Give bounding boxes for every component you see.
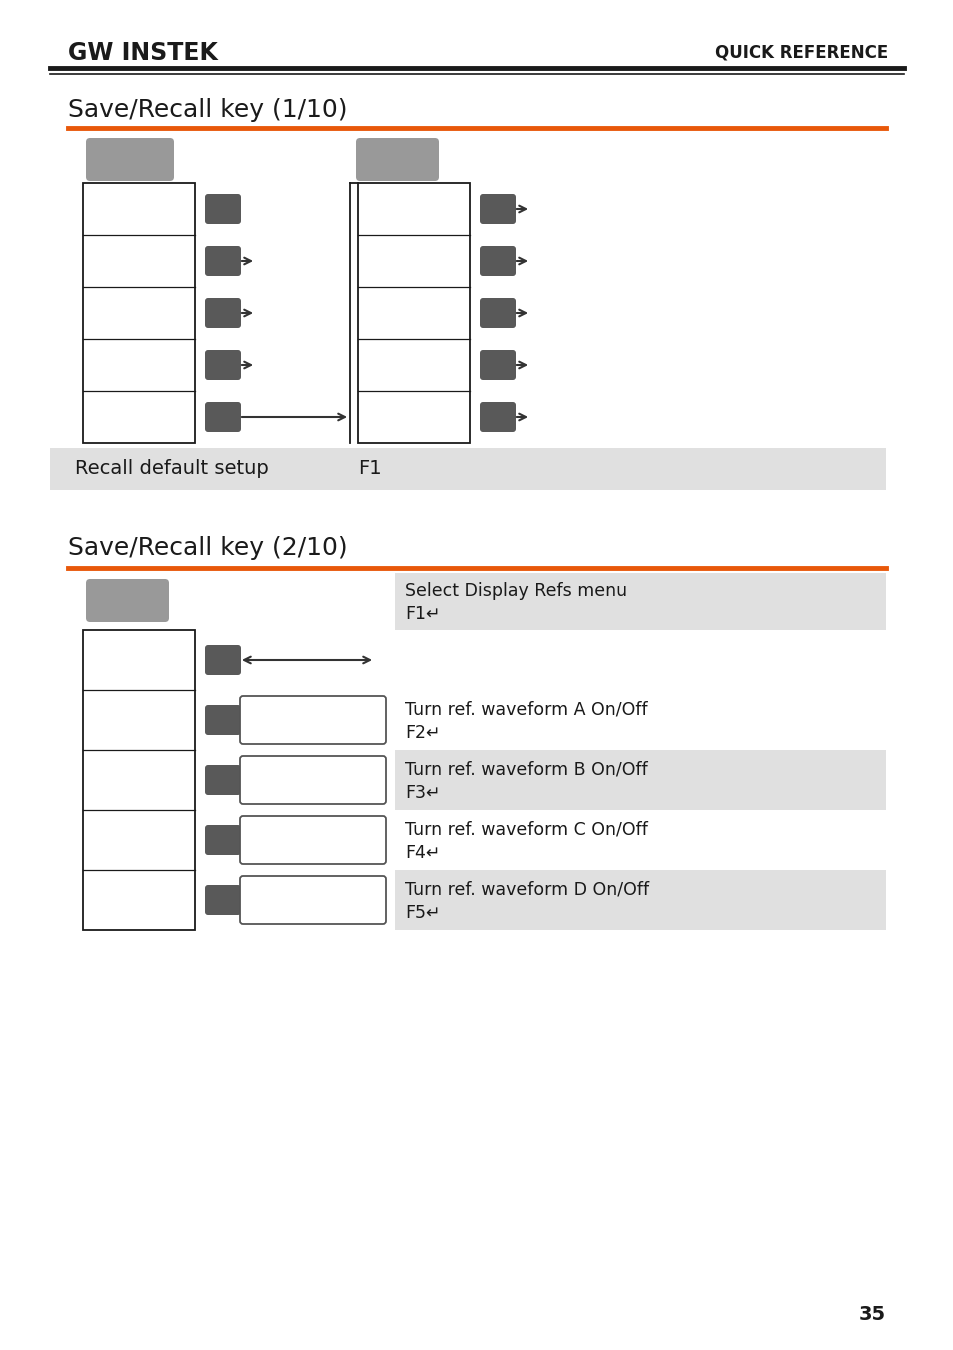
FancyBboxPatch shape (205, 645, 241, 675)
FancyBboxPatch shape (240, 876, 386, 923)
FancyBboxPatch shape (205, 825, 241, 855)
Bar (395, 751, 885, 810)
FancyBboxPatch shape (205, 350, 241, 379)
FancyBboxPatch shape (205, 298, 241, 328)
Bar (395, 572, 885, 630)
FancyBboxPatch shape (205, 765, 241, 795)
Bar (83, 630, 194, 930)
Text: F2↵: F2↵ (405, 724, 440, 742)
Bar (50, 448, 885, 490)
Bar (395, 869, 885, 930)
FancyBboxPatch shape (479, 402, 516, 432)
Text: F1↵: F1↵ (405, 605, 440, 624)
Text: Turn ref. waveform D On/Off: Turn ref. waveform D On/Off (405, 880, 648, 898)
Bar (83, 184, 194, 443)
FancyBboxPatch shape (355, 138, 438, 181)
Text: GW INSTEK: GW INSTEK (68, 40, 217, 65)
Bar (395, 810, 885, 869)
Text: F1: F1 (357, 459, 381, 478)
Text: Save/Recall key (2/10): Save/Recall key (2/10) (68, 536, 347, 560)
FancyBboxPatch shape (240, 697, 386, 744)
FancyBboxPatch shape (240, 756, 386, 805)
Text: Select Display Refs menu: Select Display Refs menu (405, 582, 626, 601)
Text: F4↵: F4↵ (405, 844, 440, 863)
Text: Turn ref. waveform C On/Off: Turn ref. waveform C On/Off (405, 821, 647, 838)
FancyBboxPatch shape (205, 402, 241, 432)
FancyBboxPatch shape (479, 350, 516, 379)
FancyBboxPatch shape (205, 705, 241, 734)
FancyBboxPatch shape (205, 194, 241, 224)
Text: Save/Recall key (1/10): Save/Recall key (1/10) (68, 99, 347, 122)
Bar (357, 184, 470, 443)
Text: F5↵: F5↵ (405, 904, 440, 922)
FancyBboxPatch shape (479, 298, 516, 328)
Text: Turn ref. waveform A On/Off: Turn ref. waveform A On/Off (405, 701, 647, 718)
FancyBboxPatch shape (479, 194, 516, 224)
FancyBboxPatch shape (205, 886, 241, 915)
FancyBboxPatch shape (205, 246, 241, 275)
Text: 35: 35 (858, 1305, 885, 1324)
Text: Turn ref. waveform B On/Off: Turn ref. waveform B On/Off (405, 760, 647, 778)
FancyBboxPatch shape (86, 579, 169, 622)
Bar (395, 690, 885, 751)
Text: QUICK REFERENCE: QUICK REFERENCE (714, 45, 887, 62)
FancyBboxPatch shape (479, 246, 516, 275)
Text: Recall default setup: Recall default setup (75, 459, 269, 478)
Text: F3↵: F3↵ (405, 784, 440, 802)
FancyBboxPatch shape (86, 138, 173, 181)
FancyBboxPatch shape (240, 815, 386, 864)
